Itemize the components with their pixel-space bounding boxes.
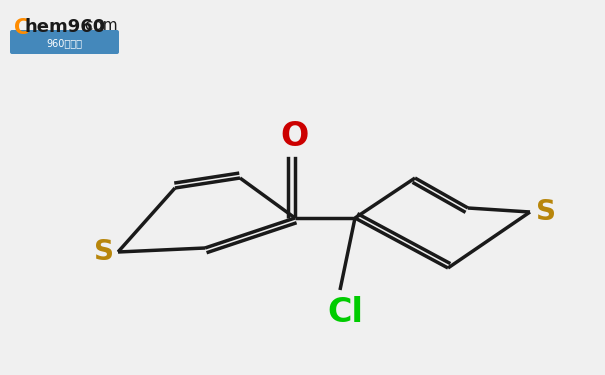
Text: .com: .com (80, 18, 117, 33)
Text: hem960: hem960 (24, 18, 105, 36)
Text: S: S (536, 198, 556, 226)
Text: C: C (14, 18, 29, 38)
Text: O: O (281, 120, 309, 153)
Text: S: S (94, 238, 114, 266)
FancyBboxPatch shape (10, 30, 119, 54)
Text: 960化工网: 960化工网 (46, 38, 82, 48)
Text: Cl: Cl (327, 296, 363, 328)
